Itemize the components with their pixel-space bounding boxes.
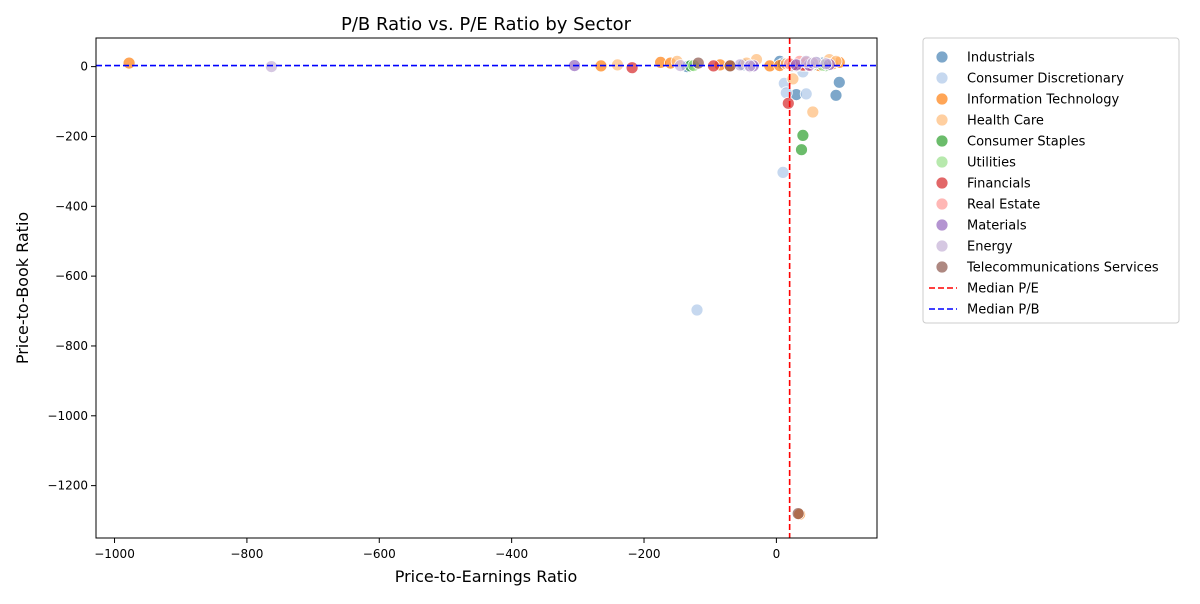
legend-marker: [935, 50, 949, 64]
data-point: [264, 60, 278, 73]
legend: Industrials Consumer Discretionary Informa…: [922, 37, 1180, 324]
x-axis-label: Price-to-Earnings Ratio: [395, 567, 578, 586]
data-point: [832, 75, 846, 89]
legend-marker: [935, 113, 949, 127]
y-axis-label: Price-to-Book Ratio: [13, 212, 32, 364]
legend-label: Information Technology: [967, 93, 1120, 108]
data-point: [122, 56, 136, 70]
legend-marker: [935, 134, 949, 148]
series-2: [122, 56, 846, 521]
y-tick-label: 0: [80, 60, 88, 74]
data-point: [791, 507, 805, 520]
x-axis: −1000 −800 −600 −400 −200 0: [94, 538, 780, 561]
data-point: [691, 56, 705, 70]
data-point: [829, 88, 843, 102]
y-tick-label: −1000: [47, 409, 88, 423]
legend-marker: [935, 197, 949, 211]
legend-median-pe-label: Median P/E: [967, 282, 1039, 297]
x-tick-label: −1000: [94, 547, 135, 561]
legend-marker: [935, 176, 949, 190]
data-point: [799, 87, 813, 101]
legend-marker: [935, 239, 949, 253]
y-axis: −1200 −1000 −800 −600 −400 −200 0: [47, 60, 96, 493]
data-point: [625, 61, 639, 75]
x-tick-label: −600: [363, 547, 396, 561]
legend-marker: [935, 155, 949, 169]
legend-label: Financials: [967, 177, 1031, 192]
legend-label: Consumer Staples: [967, 135, 1086, 150]
y-tick-label: −200: [55, 129, 88, 143]
x-tick-label: 0: [773, 547, 781, 561]
y-tick-label: −1200: [47, 479, 88, 493]
legend-label: Industrials: [967, 51, 1035, 66]
legend-label: Utilities: [967, 156, 1016, 171]
legend-marker: [935, 218, 949, 232]
legend-label: Health Care: [967, 114, 1044, 129]
data-point: [795, 143, 808, 157]
legend-marker: [935, 260, 949, 274]
data-point: [806, 105, 820, 119]
legend-frame: [922, 37, 1180, 324]
legend-label: Telecommunications Services: [966, 261, 1159, 276]
chart-title: P/B Ratio vs. P/E Ratio by Sector: [341, 14, 632, 35]
x-tick-label: −200: [628, 547, 661, 561]
series-10: [691, 56, 805, 520]
data-point: [786, 72, 800, 86]
data-point: [819, 57, 833, 71]
plot-frame: [95, 37, 878, 539]
x-tick-label: −400: [495, 547, 528, 561]
y-tick-label: −600: [55, 269, 88, 283]
legend-marker: [935, 92, 949, 106]
legend-label: Real Estate: [967, 198, 1040, 213]
legend-median-pb-label: Median P/B: [967, 303, 1040, 318]
legend-label: Energy: [967, 240, 1013, 255]
legend-label: Consumer Discretionary: [967, 72, 1124, 87]
data-point: [779, 86, 793, 100]
y-tick-label: −400: [55, 199, 88, 213]
y-tick-label: −800: [55, 339, 88, 353]
plot-area: [96, 38, 877, 538]
data-point: [796, 128, 810, 142]
series-1: [690, 56, 823, 317]
x-tick-label: −800: [230, 547, 263, 561]
legend-label: Materials: [967, 219, 1027, 234]
data-point: [781, 96, 795, 110]
data-point: [690, 303, 704, 317]
data-point: [776, 165, 790, 179]
legend-marker: [935, 71, 949, 85]
